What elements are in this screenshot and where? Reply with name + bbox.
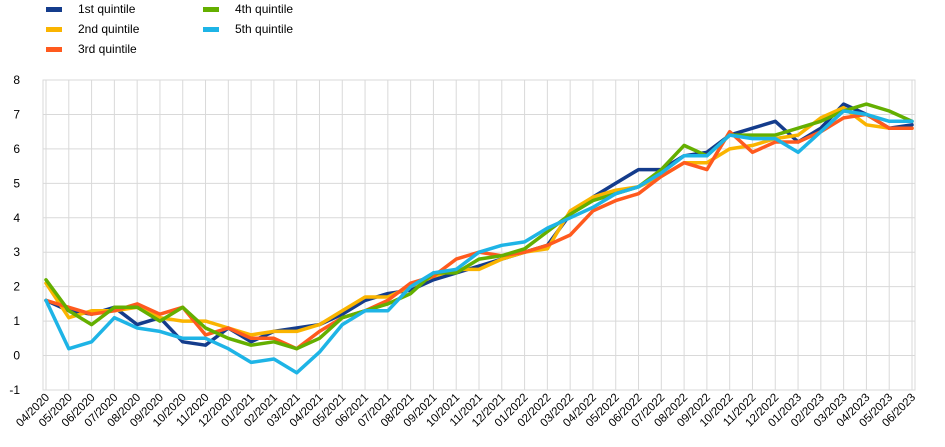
plot-area [42, 79, 916, 391]
y-tick-label: 8 [13, 73, 20, 87]
series-line-2 [44, 105, 914, 337]
legend-swatch [46, 26, 62, 32]
legend-item: 1st quintile [46, 2, 135, 16]
legend-item: 2nd quintile [46, 22, 139, 36]
y-tick-label: 6 [13, 142, 20, 156]
legend-label: 5th quintile [235, 22, 294, 36]
legend-label: 1st quintile [78, 2, 136, 16]
legend-swatch [46, 46, 62, 52]
y-tick-label: 3 [13, 245, 20, 259]
legend-label: 4th quintile [235, 2, 294, 16]
legend-item: 3rd quintile [46, 42, 137, 56]
series-line-4 [44, 102, 914, 351]
series-line-1 [44, 102, 914, 347]
grid [43, 79, 915, 391]
legend-swatch [203, 6, 219, 12]
y-tick-label: 7 [13, 107, 20, 121]
legend-label: 2nd quintile [78, 22, 140, 36]
legend-item: 5th quintile [203, 22, 293, 36]
y-tick-label: -1 [9, 383, 20, 397]
y-tick-label: 4 [13, 211, 20, 225]
y-tick-label: 0 [13, 349, 20, 363]
legend-label: 3rd quintile [78, 42, 137, 56]
legend-swatch [46, 6, 62, 12]
legend-swatch [203, 26, 219, 32]
y-tick-label: 5 [13, 176, 20, 190]
series-line-5 [44, 109, 914, 375]
legend-item: 4th quintile [203, 2, 293, 16]
y-tick-label: 1 [13, 314, 20, 328]
chart-legend: 1st quintile 2nd quintile 3rd quintile 4th … [0, 0, 945, 62]
y-tick-label: 2 [13, 280, 20, 294]
